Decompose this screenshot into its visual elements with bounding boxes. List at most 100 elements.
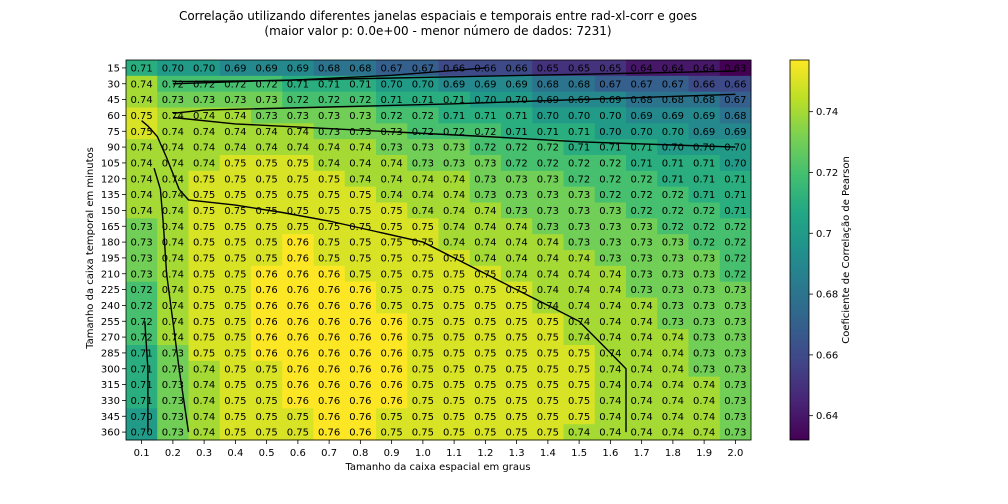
heatmap-cell	[126, 408, 158, 425]
cell-value-label: 0.74	[318, 143, 340, 154]
cell-value-label: 0.76	[287, 301, 309, 312]
cell-value-label: 0.75	[287, 158, 309, 169]
heatmap-cell	[251, 424, 283, 441]
cell-value-label: 0.74	[130, 95, 152, 106]
cell-value-label: 0.73	[724, 364, 746, 375]
cell-value-label: 0.73	[630, 269, 652, 280]
colorbar	[789, 59, 810, 441]
cell-value-label: 0.69	[568, 95, 590, 106]
cell-value-label: 0.75	[474, 285, 496, 296]
heatmap-cell	[251, 107, 283, 124]
heatmap-cell	[719, 329, 752, 346]
cell-value-label: 0.75	[349, 222, 371, 233]
heatmap-cell	[532, 123, 564, 140]
cell-value-label: 0.69	[474, 79, 496, 90]
x-tick-label: 1.4	[540, 448, 556, 459]
heatmap-cell	[626, 123, 658, 140]
cell-value-label: 0.76	[380, 348, 402, 359]
cell-value-label: 0.75	[474, 348, 496, 359]
cell-value-label: 0.74	[193, 143, 215, 154]
heatmap-cell	[188, 75, 221, 93]
heatmap-cell	[313, 392, 346, 409]
y-tick-label: 195	[101, 253, 120, 264]
cell-value-label: 0.76	[349, 285, 371, 296]
heatmap-cell	[719, 265, 752, 283]
cell-value-label: 0.75	[224, 317, 246, 328]
cell-value-label: 0.74	[162, 111, 184, 122]
heatmap-cell	[188, 170, 221, 188]
heatmap-cell	[594, 91, 627, 108]
heatmap-cell	[563, 408, 596, 425]
heatmap-cell	[594, 265, 627, 283]
heatmap-cell	[251, 91, 283, 108]
cell-value-label: 0.74	[599, 285, 621, 296]
cell-value-label: 0.75	[193, 269, 215, 280]
heatmap-cell	[563, 345, 596, 362]
heatmap-cell	[532, 345, 564, 362]
heatmap-cell	[251, 250, 283, 267]
cell-value-label: 0.73	[537, 206, 559, 217]
cell-value-label: 0.74	[380, 190, 402, 201]
cell-value-label: 0.73	[724, 396, 746, 407]
cell-value-label: 0.75	[568, 348, 590, 359]
heatmap-cell	[563, 75, 596, 93]
heatmap-cell	[188, 265, 221, 283]
heatmap-cell	[688, 170, 721, 188]
heatmap-cell	[282, 155, 314, 172]
heatmap-cell	[282, 218, 314, 235]
heatmap-cell	[594, 123, 627, 140]
cell-value-label: 0.71	[130, 348, 152, 359]
cell-value-label: 0.76	[287, 238, 309, 249]
heatmap-cell	[126, 202, 158, 219]
cell-value-label: 0.74	[693, 412, 715, 423]
heatmap-cell	[501, 313, 533, 330]
heatmap-cell	[501, 155, 533, 172]
cell-value-label: 0.73	[724, 428, 746, 439]
heatmap-cell	[469, 250, 502, 267]
cell-value-label: 0.73	[162, 348, 184, 359]
heatmap-cell	[657, 313, 689, 330]
cell-value-label: 0.74	[662, 428, 684, 439]
cell-value-label: 0.75	[443, 396, 465, 407]
colorbar-tick-label: 0.72	[816, 168, 838, 179]
heatmap-cell	[501, 376, 533, 393]
contour-lines	[141, 67, 736, 433]
cell-value-label: 0.72	[693, 222, 715, 233]
cell-value-label: 0.74	[599, 317, 621, 328]
cell-value-label: 0.75	[568, 364, 590, 375]
heatmap-cell	[188, 297, 221, 314]
y-axis-label: Tamanho da caixa temporal em minutos	[85, 147, 96, 350]
cell-value-label: 0.72	[287, 95, 309, 106]
heatmap-cell	[188, 250, 221, 267]
cell-value-label: 0.74	[224, 127, 246, 138]
heatmap-cell	[626, 360, 658, 378]
heatmap-cell	[219, 186, 252, 203]
heatmap-cell	[626, 107, 658, 124]
cell-value-label: 0.67	[412, 63, 434, 74]
x-tick-label: 1.9	[696, 448, 712, 459]
cell-value-label: 0.73	[568, 238, 590, 249]
heatmap-cell	[563, 329, 596, 346]
cell-value-label: 0.75	[349, 206, 371, 217]
y-tick-label: 60	[107, 111, 120, 122]
cell-value-label: 0.76	[287, 333, 309, 344]
heatmap-cell	[344, 313, 377, 330]
cell-value-label: 0.73	[162, 412, 184, 423]
heatmap-cell	[157, 392, 189, 409]
cell-value-label: 0.71	[537, 127, 559, 138]
heatmap-cell	[126, 265, 158, 283]
heatmap-cell	[157, 345, 189, 362]
heatmap-cell	[344, 376, 377, 393]
heatmap-cell	[407, 360, 439, 378]
heatmap-cell	[532, 281, 564, 298]
heatmap-cell	[251, 297, 283, 314]
cell-value-label: 0.75	[505, 380, 527, 391]
heatmap-cell	[126, 376, 158, 393]
heatmap-cell	[626, 186, 658, 203]
heatmap-cell	[438, 313, 471, 330]
heatmap-cell	[344, 60, 377, 77]
contour-line	[172, 67, 486, 83]
heatmap-cell	[501, 107, 533, 124]
contour-line	[172, 70, 736, 85]
heatmap-cell	[469, 281, 502, 298]
